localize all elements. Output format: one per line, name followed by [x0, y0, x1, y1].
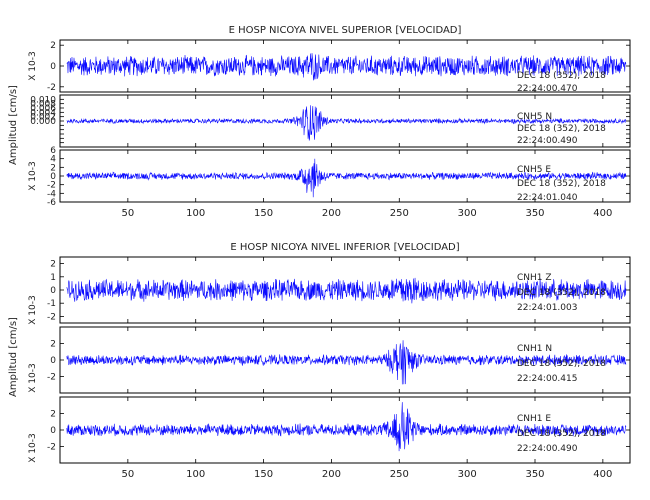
x-axis-ticks: 50 100 150 200 250 300 350 400: [121, 397, 612, 480]
x-tick-label: 250: [390, 208, 409, 219]
y-tick-label: 2: [50, 260, 56, 270]
x-tick-label: 50: [121, 208, 134, 219]
waveform-trace: [66, 402, 627, 452]
date-label: DEC 18 (352), 2018: [517, 429, 606, 439]
x-tick-label: 300: [458, 469, 477, 480]
y-tick-label: -2: [47, 443, 56, 453]
x-axis-ticks: [127, 40, 604, 92]
chart-upper: E HOSP NICOYA NIVEL SUPERIOR [VELOCIDAD]…: [8, 25, 631, 219]
panel-upper-1: -2 0 2 X 10-3 DEC 18 (352), 2018 22:24:00.…: [28, 39, 631, 94]
station-label: CNH5 N: [517, 112, 552, 122]
x-axis-ticks: [127, 257, 604, 323]
date-label: DEC 18 (352), 2018: [517, 71, 606, 81]
x-tick-label: 400: [593, 469, 612, 480]
y-tick-label: 0.000: [30, 117, 56, 127]
y-tick-label: -1: [47, 299, 56, 309]
x-tick-label: 200: [322, 208, 341, 219]
y-tick-label: 0: [50, 356, 56, 366]
ylabel-upper: Amplitud [cm/s]: [8, 85, 19, 165]
station-label: CNH5 E: [517, 165, 551, 175]
panel-lower-3: -2 0 2 50 100 150 200 250 300 350 400 X 10-3 CNH1…: [28, 396, 631, 480]
station-label: CNH1 N: [517, 344, 552, 354]
x-tick-label: 350: [525, 208, 544, 219]
y-tick-label: 0.010: [30, 95, 56, 105]
time-label: 22:24:01.003: [517, 303, 577, 313]
y-tick-label: 2: [50, 410, 56, 420]
scale-label: X 10-3: [28, 433, 38, 462]
chart-title-upper: E HOSP NICOYA NIVEL SUPERIOR [VELOCIDAD]: [229, 25, 462, 36]
y-tick-label: -4: [47, 189, 56, 199]
chart-title-lower: E HOSP NICOYA NIVEL INFERIOR [VELOCIDAD]: [230, 242, 459, 253]
time-label: 22:24:00.415: [517, 374, 577, 384]
time-label: 22:24:00.470: [517, 84, 578, 94]
y-axis-ticks: -2 0 2: [47, 41, 630, 93]
waveform-trace: [66, 277, 627, 304]
x-tick-label: 50: [121, 469, 134, 480]
x-tick-label: 350: [525, 469, 544, 480]
y-tick-label: 2: [50, 340, 56, 350]
x-tick-label: 400: [593, 208, 612, 219]
x-tick-label: 250: [390, 469, 409, 480]
scale-label: X 10-3: [28, 295, 38, 324]
date-label: DEC 18 (352), 2018: [517, 124, 606, 134]
panel-lower-2: -2 0 2 X 10-3 CNH1 N DEC 18 (352), 2018 22…: [28, 326, 631, 394]
panel-lower-1: -2 -1 0 1 2 X 10-3 CNH1 Z DEC 18 (352), 2018…: [28, 256, 631, 325]
y-tick-label: 0.004: [30, 108, 56, 118]
x-tick-label: 100: [186, 469, 205, 480]
y-tick-label: -6: [47, 198, 56, 208]
waveform-trace: [66, 158, 627, 198]
x-axis-ticks: [127, 327, 604, 393]
date-label: DEC 18 (352), 2018: [517, 179, 606, 189]
y-tick-label: 0.006: [30, 104, 56, 114]
y-tick-label: -2: [47, 312, 56, 322]
scale-label: X 10-3: [28, 161, 38, 190]
y-tick-label: 1: [50, 273, 56, 283]
waveform-trace: [66, 53, 627, 81]
x-tick-label: 300: [458, 208, 477, 219]
x-axis-ticks: [127, 95, 604, 147]
y-tick-label: 4: [50, 155, 56, 165]
y-tick-label: 0: [50, 286, 56, 296]
x-tick-label: 200: [322, 469, 341, 480]
y-tick-label: 0: [50, 62, 56, 72]
time-label: 22:24:00.490: [517, 444, 578, 454]
y-tick-label: 0: [50, 426, 56, 436]
y-tick-label: 0: [50, 172, 56, 182]
time-label: 22:24:00.490: [517, 136, 578, 146]
y-tick-label: 2: [50, 163, 56, 173]
y-axis-ticks: -2 -1 0 1 2: [47, 260, 630, 322]
station-label: CNH1 Z: [517, 273, 552, 283]
y-tick-label: 0.008: [30, 100, 56, 110]
time-label: 22:24:01.040: [517, 193, 578, 203]
date-label: DEC 18 (352), 2018: [517, 359, 606, 369]
y-tick-label: 0.002: [30, 113, 56, 123]
station-label: CNH1 E: [517, 414, 551, 424]
scale-label: X 10-3: [28, 363, 38, 392]
x-tick-label: 100: [186, 208, 205, 219]
ylabel-lower: Amplitud [cm/s]: [8, 317, 19, 397]
scale-label: X 10-3: [28, 51, 38, 80]
y-tick-label: -2: [47, 83, 56, 93]
waveform-trace: [66, 340, 627, 385]
x-tick-label: 150: [254, 208, 273, 219]
y-tick-label: 2: [50, 41, 56, 51]
x-axis-ticks: 50 100 150 200 250 300 350 400: [121, 150, 612, 219]
waveform-trace: [66, 105, 627, 141]
y-tick-label: -2: [47, 181, 56, 191]
y-tick-label: 6: [50, 146, 56, 156]
y-tick-label: -2: [47, 373, 56, 383]
y-axis-ticks: -2 0 2: [47, 410, 630, 453]
x-tick-label: 150: [254, 469, 273, 480]
y-axis-ticks: -2 0 2: [47, 340, 630, 383]
date-label: DEC 18 (352), 2018: [517, 288, 606, 298]
chart-lower: E HOSP NICOYA NIVEL INFERIOR [VELOCIDAD]…: [8, 242, 631, 480]
